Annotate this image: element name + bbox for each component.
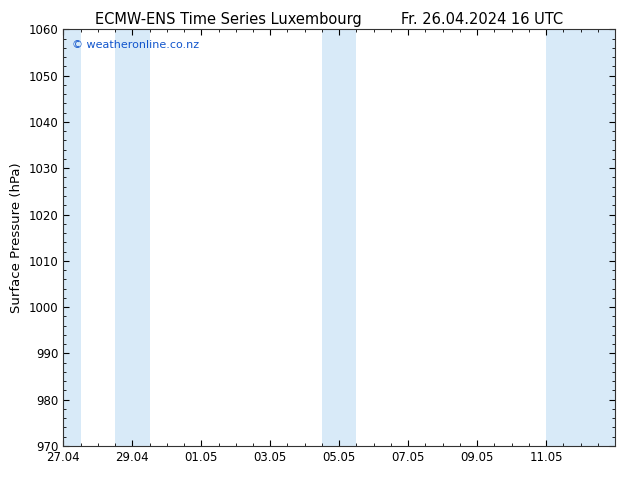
Bar bbox=[115, 29, 150, 446]
Y-axis label: Surface Pressure (hPa): Surface Pressure (hPa) bbox=[10, 162, 23, 313]
Title: ECMW-ENS Time Series Luxembourg      Fr. 26.04.2024 16 UTC: ECMW-ENS Time Series Luxembourg Fr. 26.0… bbox=[0, 489, 1, 490]
Text: ECMW-ENS Time Series Luxembourg: ECMW-ENS Time Series Luxembourg bbox=[95, 12, 361, 27]
Bar bbox=[546, 29, 615, 446]
Text: Fr. 26.04.2024 16 UTC: Fr. 26.04.2024 16 UTC bbox=[401, 12, 563, 27]
Text: © weatheronline.co.nz: © weatheronline.co.nz bbox=[72, 40, 199, 50]
Bar bbox=[63, 29, 81, 446]
Bar bbox=[322, 29, 356, 446]
